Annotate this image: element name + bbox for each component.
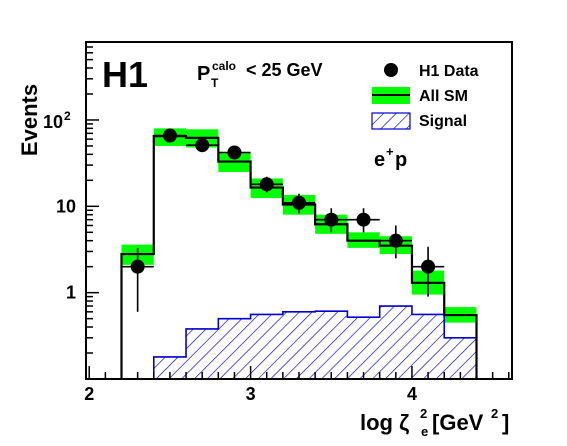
x-axis-label-unit-open: [GeV bbox=[432, 410, 484, 435]
x-axis-label-unit-close: ] bbox=[502, 410, 509, 435]
y-tick-label-exponent: 2 bbox=[64, 109, 71, 123]
signal-bin bbox=[347, 317, 380, 379]
x-tick-label: 3 bbox=[246, 384, 256, 404]
data-point bbox=[162, 128, 177, 143]
x-axis-label-unit-sup: 2 bbox=[491, 406, 498, 421]
beam-label-base: e bbox=[374, 149, 385, 171]
x-axis-label-prefix: log ζ bbox=[360, 410, 409, 435]
data-point bbox=[227, 145, 242, 160]
signal-bin bbox=[153, 356, 187, 379]
x-axis-label: log ζ 2 e [GeV 2 ] bbox=[360, 406, 509, 439]
all-sm-uncertainty-band bbox=[121, 128, 477, 323]
signal-histogram bbox=[121, 305, 478, 380]
cut-label: P calo T < 25 GeV bbox=[197, 59, 323, 90]
data-point bbox=[195, 138, 210, 153]
data-point bbox=[356, 212, 371, 227]
signal-outline bbox=[121, 305, 478, 380]
beam-label: e + p bbox=[374, 144, 407, 171]
signal-bin bbox=[186, 328, 219, 379]
beam-label-rest: p bbox=[395, 149, 407, 171]
beam-label-superscript: + bbox=[386, 144, 394, 159]
signal-bin bbox=[218, 318, 251, 379]
cut-label-symbol: P bbox=[197, 63, 210, 85]
cut-label-subscript: T bbox=[211, 76, 219, 90]
x-tick-label: 2 bbox=[84, 384, 94, 404]
data-point bbox=[259, 177, 274, 192]
experiment-label: H1 bbox=[102, 54, 148, 95]
legend: H1 Data All SM Signal bbox=[371, 63, 479, 130]
y-tick-label: 1 bbox=[66, 283, 76, 303]
data-point bbox=[388, 233, 403, 248]
signal-bin bbox=[379, 306, 412, 379]
signal-bin bbox=[411, 314, 445, 379]
h1-data-points bbox=[121, 128, 445, 312]
cut-label-text: < 25 GeV bbox=[246, 60, 323, 80]
legend-all-sm-label: All SM bbox=[419, 88, 468, 105]
y-tick-label: 10 bbox=[43, 112, 63, 132]
x-axis-label-sup: 2 bbox=[420, 406, 427, 421]
x-axis-label-sub: e bbox=[421, 424, 428, 439]
legend-signal-label: Signal bbox=[419, 113, 467, 130]
y-axis-label: Events bbox=[17, 84, 42, 156]
legend-signal-swatch bbox=[371, 112, 411, 130]
data-point bbox=[324, 212, 339, 227]
signal-bin bbox=[315, 311, 348, 379]
y-tick-label: 10 bbox=[56, 196, 76, 216]
cut-label-superscript: calo bbox=[212, 59, 236, 73]
signal-bin bbox=[282, 311, 316, 379]
legend-h1-data-marker bbox=[384, 63, 398, 77]
data-point bbox=[421, 259, 436, 274]
data-point bbox=[130, 259, 145, 274]
legend-h1-data-label: H1 Data bbox=[419, 63, 479, 80]
x-axis: 2 3 4 bbox=[84, 366, 510, 404]
signal-bin bbox=[250, 314, 283, 379]
data-point bbox=[292, 195, 306, 210]
x-tick-label: 4 bbox=[407, 384, 417, 404]
